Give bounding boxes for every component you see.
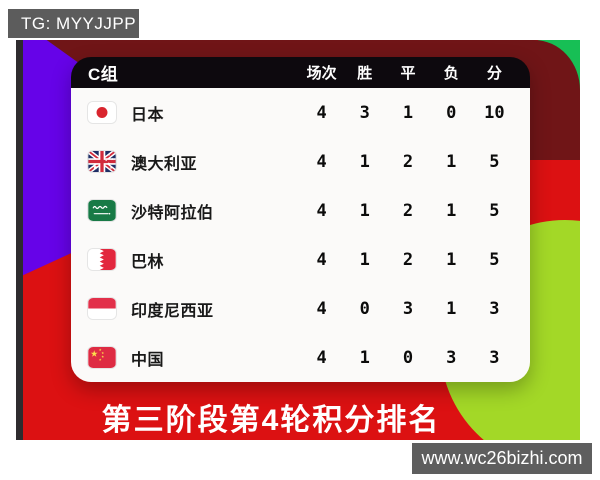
stat-value: 1 <box>446 151 457 172</box>
stat-value: 1 <box>359 249 370 270</box>
stat-value: 4 <box>316 151 327 172</box>
column-header: 负 <box>443 65 459 82</box>
stat-value: 10 <box>484 102 505 123</box>
table-row: 印度尼西亚 4 0 3 1 3 <box>71 284 530 333</box>
caption-title: 第三阶段第4轮积分排名 <box>101 404 441 437</box>
flag-australia-icon <box>87 150 117 173</box>
stat-value: 5 <box>489 151 500 172</box>
table-row: 巴林 4 1 2 1 5 <box>71 235 530 284</box>
team-stats: 4 0 3 1 3 <box>300 299 530 319</box>
column-headers: 场次 胜 平 负 分 <box>300 62 530 83</box>
team-stats: 4 3 1 0 10 <box>300 103 530 123</box>
stat-value: 0 <box>446 102 457 123</box>
flag-saudi-arabia-icon <box>87 199 117 222</box>
team-name: 中国 <box>131 351 165 369</box>
stat-value: 3 <box>489 347 500 368</box>
team-name: 澳大利亚 <box>131 155 198 173</box>
stat-value: 1 <box>359 151 370 172</box>
team-name: 日本 <box>131 106 165 124</box>
stat-value: 1 <box>359 200 370 221</box>
column-header: 分 <box>486 65 502 82</box>
stat-value: 4 <box>316 298 327 319</box>
background-left-edge-strip <box>16 40 23 440</box>
column-header: 胜 <box>357 65 373 82</box>
group-label: C组 <box>88 65 119 84</box>
flag-japan-icon <box>87 101 117 124</box>
table-row: 中国 4 1 0 3 3 <box>71 333 530 382</box>
flag-china-icon <box>87 346 117 369</box>
table-row: 沙特阿拉伯 4 1 2 1 5 <box>71 186 530 235</box>
stat-value: 2 <box>402 200 414 221</box>
telegram-watermark-text: TG: MYYJJPP <box>21 14 137 33</box>
telegram-watermark-badge: TG: MYYJJPP <box>8 9 139 38</box>
column-header: 平 <box>400 65 416 82</box>
column-header: 场次 <box>306 65 337 82</box>
stat-value: 4 <box>316 347 327 368</box>
flag-bahrain-icon <box>87 248 117 271</box>
stat-value: 0 <box>359 298 370 319</box>
stat-value: 2 <box>402 151 414 172</box>
stat-value: 2 <box>402 249 414 270</box>
stat-value: 4 <box>316 200 327 221</box>
stat-value: 1 <box>402 102 414 123</box>
team-stats: 4 1 2 1 5 <box>300 201 530 221</box>
team-stats: 4 1 2 1 5 <box>300 250 530 270</box>
stat-value: 3 <box>402 298 414 319</box>
stat-value: 1 <box>446 249 457 270</box>
stat-value: 5 <box>489 200 500 221</box>
stat-value: 3 <box>446 347 457 368</box>
stat-value: 3 <box>359 102 370 123</box>
team-stats: 4 1 0 3 3 <box>300 348 530 368</box>
stat-value: 1 <box>446 298 457 319</box>
website-watermark-text: www.wc26bizhi.com <box>421 448 583 468</box>
team-name: 沙特阿拉伯 <box>131 204 214 222</box>
stat-value: 5 <box>489 249 500 270</box>
stat-value: 1 <box>359 347 370 368</box>
stat-value: 4 <box>316 249 327 270</box>
stat-value: 1 <box>446 200 457 221</box>
team-name: 巴林 <box>131 253 165 271</box>
table-row: 澳大利亚 4 1 2 1 5 <box>71 137 530 186</box>
standings-header: C组 场次 胜 平 负 分 <box>71 57 530 88</box>
stat-value: 4 <box>316 102 327 123</box>
stat-value: 0 <box>402 347 414 368</box>
team-stats: 4 1 2 1 5 <box>300 152 530 172</box>
website-watermark-badge: www.wc26bizhi.com <box>412 443 592 474</box>
team-name: 印度尼西亚 <box>131 302 214 320</box>
flag-indonesia-icon <box>87 297 117 320</box>
table-row: 日本 4 3 1 0 10 <box>71 88 530 137</box>
stat-value: 3 <box>489 298 500 319</box>
